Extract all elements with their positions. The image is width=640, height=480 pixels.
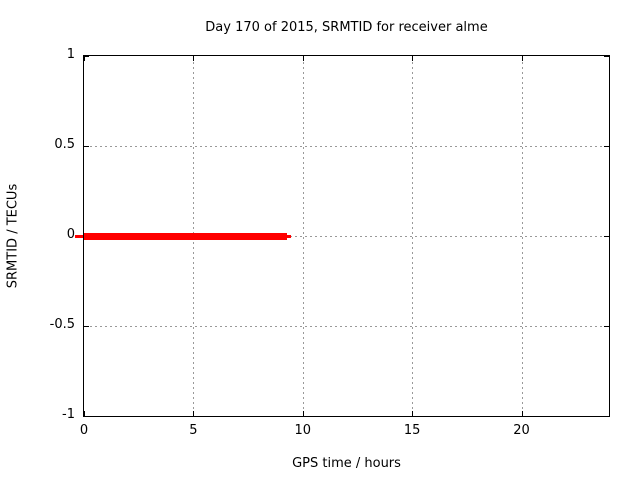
y-tick-right bbox=[604, 56, 609, 57]
y-tick-right bbox=[604, 236, 609, 237]
chart-title: Day 170 of 2015, SRMTID for receiver alm… bbox=[205, 20, 488, 35]
y-tick-label: 0 bbox=[66, 227, 75, 242]
y-tick-left bbox=[84, 56, 89, 57]
y-tick-left bbox=[84, 326, 89, 327]
y-tick-label: -0.5 bbox=[49, 317, 75, 332]
x-tick-label: 0 bbox=[79, 423, 89, 438]
x-tick-label: 10 bbox=[294, 423, 312, 438]
y-tick-right bbox=[604, 326, 609, 327]
x-tick-label: 20 bbox=[513, 423, 530, 438]
x-tick-top bbox=[302, 56, 304, 61]
gridline-horizontal bbox=[85, 326, 608, 327]
x-tick-bottom bbox=[521, 411, 523, 416]
y-tick-label: 0.5 bbox=[54, 137, 75, 152]
x-axis-label: GPS time / hours bbox=[292, 456, 401, 471]
x-tick-bottom bbox=[412, 411, 414, 416]
y-tick-label: -1 bbox=[62, 407, 75, 422]
gridline-horizontal bbox=[85, 236, 608, 237]
y-tick-label: 1 bbox=[66, 47, 75, 62]
x-tick-top bbox=[521, 56, 523, 61]
series-srmtid-line bbox=[84, 232, 288, 240]
x-tick-top bbox=[84, 56, 85, 61]
y-tick-right bbox=[604, 416, 609, 417]
x-tick-bottom bbox=[84, 411, 85, 416]
gridline-horizontal bbox=[85, 146, 608, 147]
x-tick-top bbox=[193, 56, 195, 61]
y-tick-right bbox=[604, 146, 609, 147]
x-tick-label: 5 bbox=[189, 423, 198, 438]
x-tick-top bbox=[412, 56, 414, 61]
x-tick-bottom bbox=[193, 411, 195, 416]
x-tick-bottom bbox=[302, 411, 304, 416]
x-tick-label: 15 bbox=[403, 423, 421, 438]
y-tick-left bbox=[84, 146, 89, 147]
y-tick-left bbox=[84, 416, 89, 417]
